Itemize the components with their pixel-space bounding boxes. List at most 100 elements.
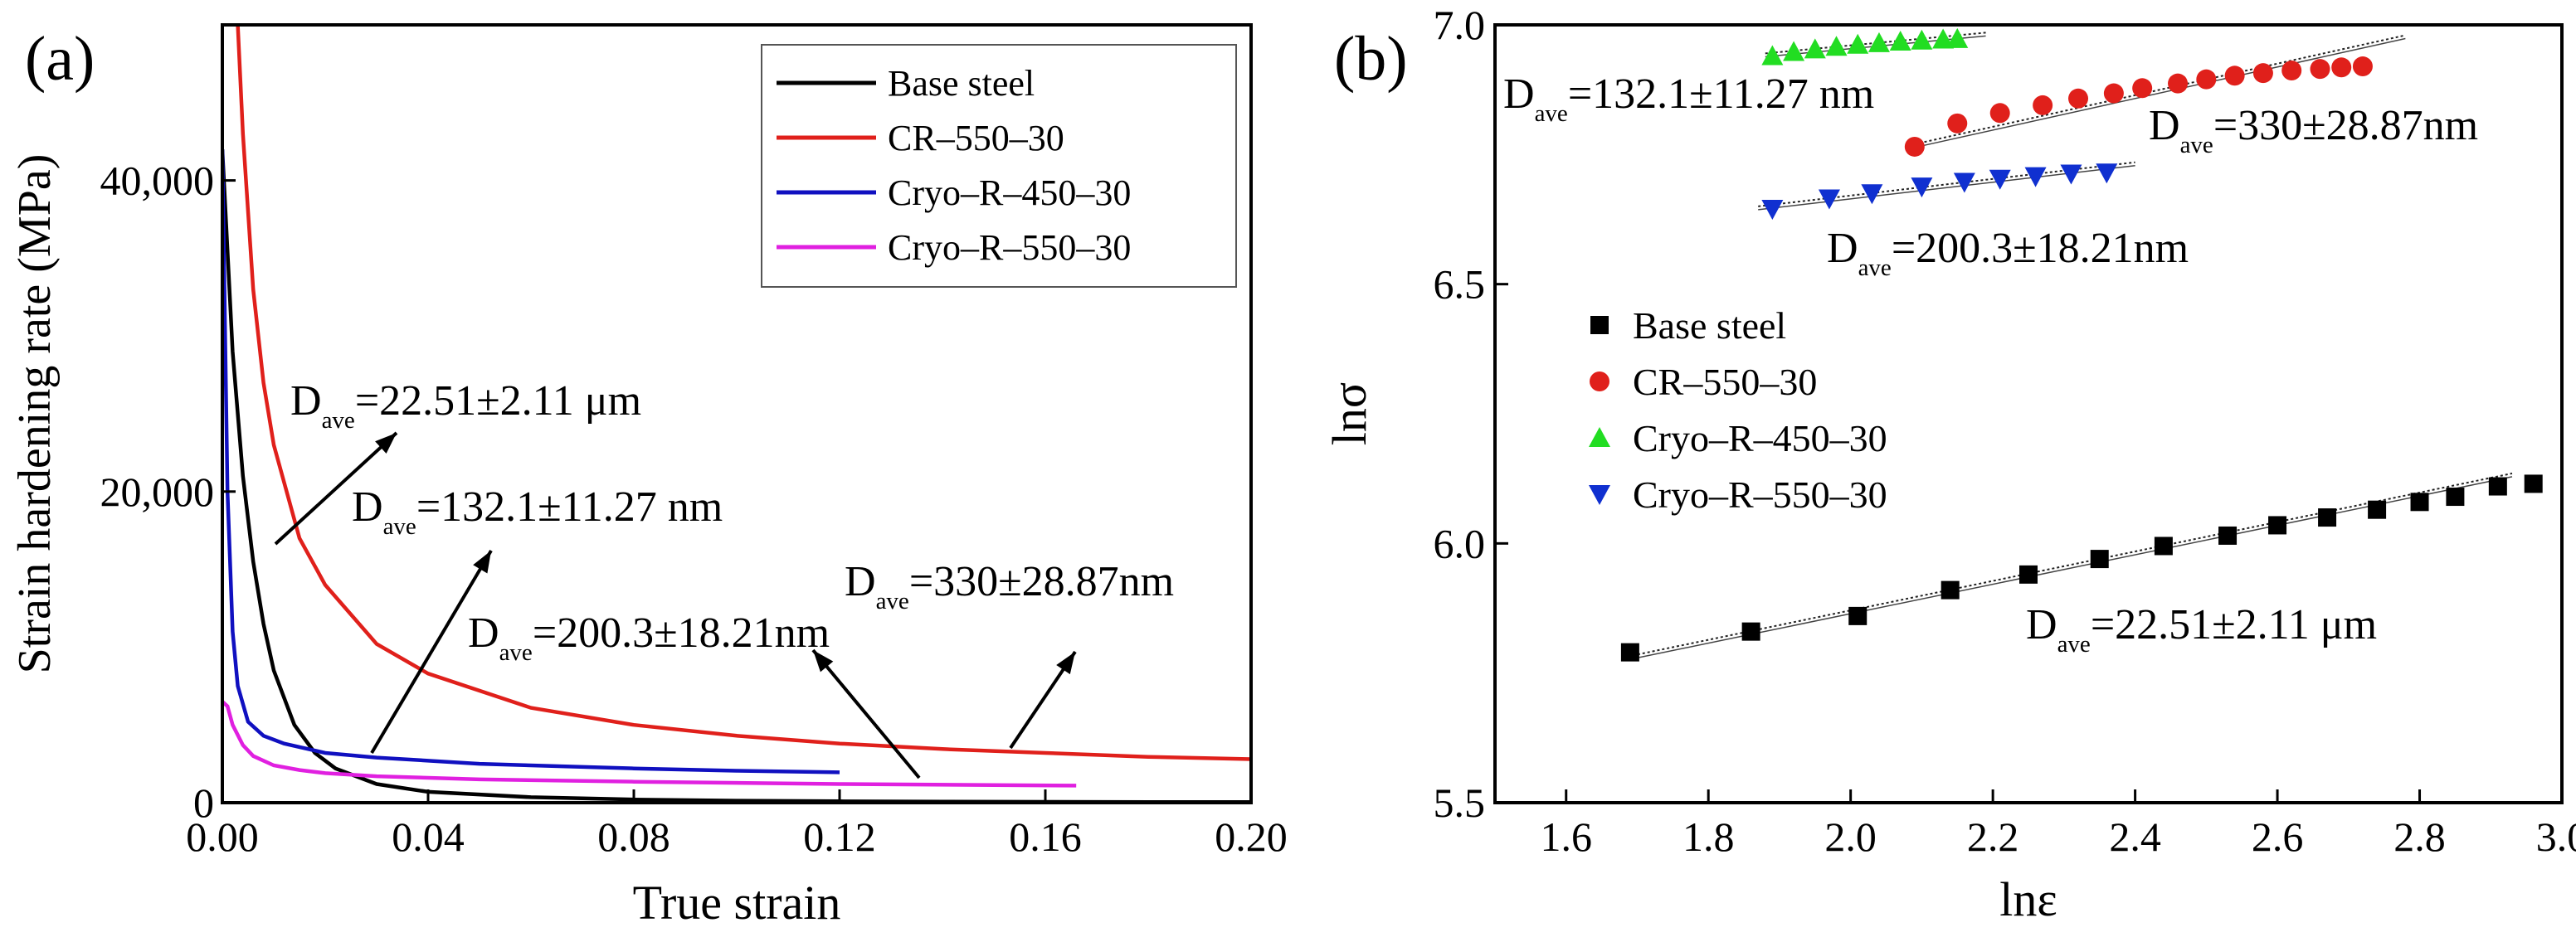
- data-point-b-3-2: [1861, 184, 1883, 205]
- data-point-b-0-7: [2218, 526, 2238, 545]
- data-point-b-0-8: [2268, 516, 2287, 535]
- data-point-b-3-3: [1911, 177, 1933, 198]
- legend-label-a-2: Cryo–R–450–30: [888, 172, 1131, 213]
- data-point-b-2-7: [1911, 29, 1933, 50]
- annotation-a-2: Dave=200.3±18.21nm: [468, 609, 830, 666]
- annotation-b-2-rest: =200.3±18.21nm: [1892, 225, 2189, 272]
- data-point-b-1-11: [2281, 61, 2302, 81]
- y-tick-label-b-2: 6.5: [1434, 261, 1486, 308]
- data-point-b-1-10: [2252, 63, 2273, 84]
- data-point-b-0-3: [1941, 580, 1960, 600]
- x-tick-label-a-4: 0.16: [1009, 813, 1082, 860]
- x-tick-label-b-0: 1.6: [1540, 813, 1592, 860]
- series-line-a-3: [222, 700, 1077, 788]
- legend-label-b-2: Cryo–R–450–30: [1633, 417, 1887, 459]
- x-tick-label-b-7: 3.0: [2536, 813, 2576, 860]
- x-tick-label-b-4: 2.4: [2109, 813, 2161, 860]
- x-axis-label-a: True strain: [633, 876, 841, 930]
- fit-line-b-1: [1914, 34, 2406, 145]
- data-point-b-3-7: [2060, 164, 2082, 185]
- data-point-b-0-12: [2446, 488, 2465, 507]
- data-point-b-1-5: [2103, 83, 2124, 104]
- data-point-b-1-2: [1989, 103, 2010, 124]
- y-tick-label-a-1: 20,000: [100, 469, 215, 515]
- fit-band-b-3: [1758, 164, 2135, 211]
- annotation-b-2-D: D: [1827, 225, 1858, 272]
- legend-label-b-1: CR–550–30: [1633, 361, 1817, 403]
- annotation-b-0-D: D: [1503, 70, 1535, 118]
- arrow-a-1-head: [473, 551, 491, 574]
- data-point-b-3-5: [1989, 169, 2011, 190]
- series-line-a-1: [236, 25, 1251, 761]
- chart-panel-b: 1.6 1.8 2.0 2.2 2.4 2.6 2.8 3.0 5.5 6.0 6.5 7.0 lnε l…: [1322, 2, 2576, 926]
- annotation-a-0-D: D: [290, 377, 322, 425]
- data-point-b-2-6: [1889, 31, 1911, 51]
- x-tick-label-a-1: 0.04: [392, 813, 465, 860]
- fit-line-b-0: [1623, 472, 2513, 658]
- arrow-a-2-shaft: [811, 648, 921, 779]
- data-point-b-1-4: [2068, 88, 2089, 109]
- data-point-b-3-6: [2024, 167, 2047, 187]
- data-point-b-2-2: [1804, 38, 1826, 59]
- data-point-b-1-12: [2310, 59, 2330, 80]
- data-point-b-1-13: [2331, 57, 2352, 78]
- annotation-b-2-sub: ave: [1858, 255, 1892, 281]
- annotation-b-1: Dave=330±28.87nm: [2149, 102, 2478, 158]
- annotation-a-1-D: D: [352, 483, 383, 531]
- annotation-b-3-sub: ave: [2057, 631, 2091, 658]
- data-point-b-0-2: [1848, 606, 1867, 625]
- arrow-a-1-shaft: [370, 549, 493, 755]
- annotation-a-1-rest: =132.1±11.27 nm: [416, 483, 723, 531]
- annotation-b-3-D: D: [2026, 601, 2057, 648]
- legend-marker-b-2: [1589, 427, 1610, 447]
- data-point-b-2-5: [1867, 32, 1890, 52]
- y-tick-label-b-0: 5.5: [1434, 779, 1486, 826]
- annotation-b-1-D: D: [2149, 102, 2180, 149]
- fit-line-b-3: [1758, 161, 2135, 207]
- data-point-b-2-0: [1761, 45, 1784, 66]
- x-tick-label-b-6: 2.8: [2393, 813, 2446, 860]
- data-point-b-1-3: [2033, 95, 2053, 115]
- y-tick-label-b-3: 7.0: [1434, 2, 1486, 48]
- data-point-b-0-10: [2368, 500, 2387, 519]
- x-tick-label-a-0: 0.00: [186, 813, 259, 860]
- annotation-a-0: Dave=22.51±2.11 μm: [290, 377, 641, 434]
- legend-label-b-3: Cryo–R–550–30: [1633, 473, 1887, 516]
- legend-marker-b-0: [1590, 316, 1609, 334]
- annotation-a-3-D: D: [845, 558, 876, 605]
- annotation-a-0-rest: =22.51±2.11 μm: [355, 377, 641, 425]
- legend-marker-b-1: [1590, 371, 1609, 391]
- data-point-b-0-1: [1741, 622, 1760, 641]
- panel-b-label: (b): [1334, 24, 1408, 94]
- arrow-a-2-head: [813, 650, 834, 673]
- legend-a: Base steel CR–550–30 Cryo–R–450–30 Cryo–R–5…: [761, 44, 1237, 288]
- x-tick-label-b-2: 2.0: [1824, 813, 1877, 860]
- arrow-a-0-shaft: [274, 431, 398, 546]
- annotation-b-2: Dave=200.3±18.21nm: [1827, 225, 2189, 281]
- annotation-a-1-sub: ave: [383, 513, 416, 540]
- data-point-b-1-1: [1947, 113, 1968, 134]
- data-point-b-2-9: [1946, 27, 1969, 48]
- annotation-b-1-sub: ave: [2180, 132, 2213, 158]
- data-point-b-3-0: [1761, 199, 1784, 220]
- x-axis-label-b: lnε: [1999, 872, 2057, 926]
- panel-a-label: (a): [25, 24, 95, 94]
- annotation-a-3-sub: ave: [876, 588, 909, 614]
- data-point-b-2-4: [1847, 33, 1869, 54]
- data-point-b-0-6: [2154, 537, 2173, 556]
- annotation-b-3: Dave=22.51±2.11 μm: [2026, 601, 2377, 658]
- annotation-a-3: Dave=330±28.87nm: [845, 558, 1174, 614]
- data-point-b-1-14: [2352, 56, 2373, 77]
- legend-label-b-0: Base steel: [1633, 304, 1786, 347]
- annotation-b-0-sub: ave: [1535, 100, 1568, 127]
- annotation-a-3-rest: =330±28.87nm: [909, 558, 1174, 605]
- arrow-a-0-head: [375, 433, 397, 454]
- x-tick-label-a-2: 0.08: [597, 813, 670, 860]
- arrow-a-3-head: [1056, 652, 1075, 675]
- x-tick-label-b-1: 1.8: [1682, 813, 1735, 860]
- data-point-b-3-1: [1818, 189, 1840, 210]
- annotation-a-2-sub: ave: [499, 639, 533, 666]
- y-tick-label-a-0: 0: [193, 779, 214, 826]
- data-point-b-0-13: [2488, 477, 2507, 496]
